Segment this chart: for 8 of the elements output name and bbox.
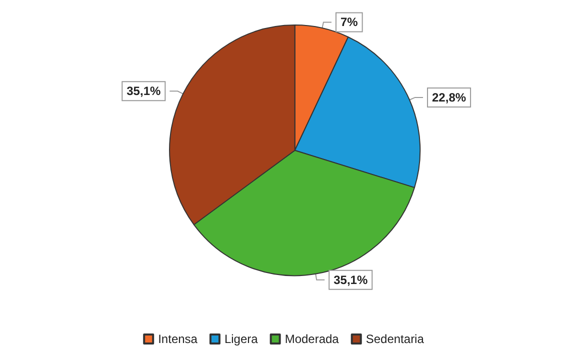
- data-label: 22,8%: [432, 90, 466, 104]
- legend-label: Sedentaria: [366, 332, 424, 346]
- legend-label: Moderada: [284, 332, 340, 346]
- legend-label: Intensa: [158, 332, 198, 346]
- data-label: 7%: [340, 15, 358, 30]
- legend-label: Ligera: [224, 332, 258, 346]
- data-label: 35,1%: [334, 272, 368, 287]
- data-label: 35,1%: [126, 84, 161, 98]
